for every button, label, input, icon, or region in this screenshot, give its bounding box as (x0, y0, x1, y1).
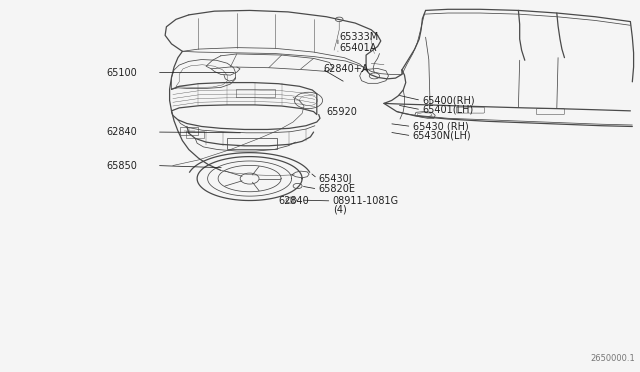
Bar (186, 131, 204, 138)
Text: 65401(LH): 65401(LH) (422, 105, 474, 115)
Text: 62840+A: 62840+A (323, 64, 369, 74)
Text: 65850: 65850 (107, 161, 138, 170)
Bar (180, 127, 198, 135)
Text: 2650000.1: 2650000.1 (590, 354, 635, 363)
Text: 65820E: 65820E (319, 184, 356, 194)
Text: 65920: 65920 (326, 107, 357, 116)
Text: 65100: 65100 (107, 68, 138, 77)
Text: 08911-1081G: 08911-1081G (333, 196, 399, 206)
Text: 65430N(LH): 65430N(LH) (413, 131, 472, 141)
Bar (227, 138, 277, 149)
Text: 62840: 62840 (107, 127, 138, 137)
Text: (4): (4) (333, 204, 346, 214)
Text: 65400(RH): 65400(RH) (422, 96, 475, 105)
Text: 65430 (RH): 65430 (RH) (413, 122, 468, 131)
Text: 65333M: 65333M (339, 32, 378, 42)
Text: 65401A: 65401A (339, 44, 376, 53)
Text: N: N (289, 198, 293, 203)
Text: 62840: 62840 (278, 196, 309, 206)
Text: 65430J: 65430J (319, 174, 353, 183)
